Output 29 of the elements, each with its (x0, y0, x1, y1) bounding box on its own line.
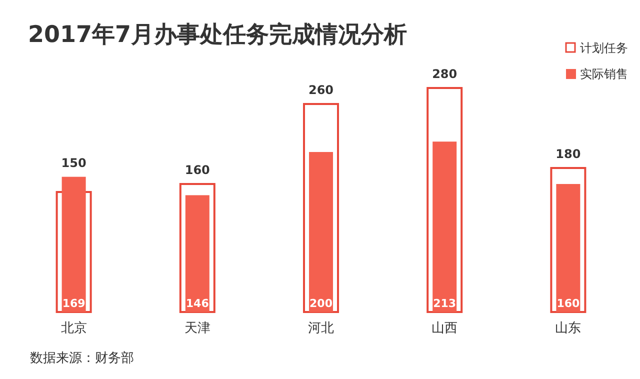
bar (550, 167, 586, 313)
legend-label: 计划任务 (580, 41, 628, 55)
bar (303, 103, 339, 313)
legend-label: 实际销售 (580, 67, 628, 81)
x-tick-label: 北京 (60, 321, 87, 336)
x-tick-label: 河北 (308, 321, 334, 336)
data-label: 160 (184, 163, 210, 177)
data-label: 160 (556, 297, 580, 310)
chart-title: 2017年7月办事处任务完成情况分析 (28, 21, 408, 48)
bar (185, 195, 210, 312)
data-label: 169 (62, 297, 86, 310)
data-label: 146 (186, 297, 210, 310)
bar (62, 176, 86, 312)
bar (426, 87, 463, 313)
data-label: 280 (432, 67, 458, 81)
x-tick-label: 山西 (432, 321, 458, 336)
bar (179, 183, 216, 313)
data-label: 200 (310, 297, 333, 310)
bar (56, 191, 92, 313)
bar (432, 142, 457, 312)
x-tick-label: 山东 (555, 321, 582, 336)
x-tick-label: 天津 (184, 321, 210, 336)
data-label: 213 (433, 297, 456, 310)
source-note: 数据来源：财务部 (30, 351, 134, 366)
data-label: 260 (308, 83, 334, 97)
bar (556, 184, 580, 312)
data-label: 150 (61, 156, 86, 170)
data-label: 180 (556, 147, 581, 161)
bar (309, 152, 333, 312)
